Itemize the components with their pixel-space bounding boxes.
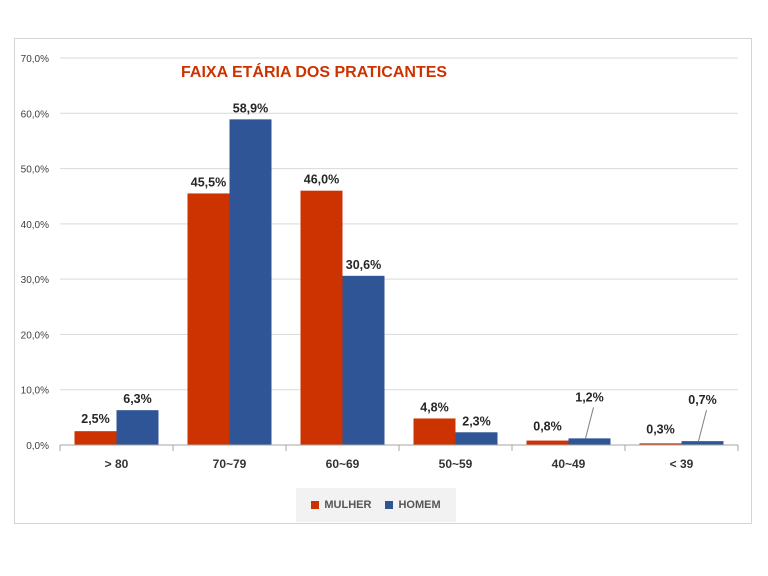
data-label-mulher: 2,5% bbox=[81, 412, 110, 426]
data-label-mulher: 45,5% bbox=[191, 175, 226, 189]
x-category-label: 70~79 bbox=[213, 457, 247, 471]
bar-homem bbox=[568, 438, 611, 445]
bar-mulher bbox=[526, 440, 569, 445]
bar-homem bbox=[116, 410, 159, 445]
x-category-label: > 80 bbox=[105, 457, 129, 471]
data-label-homem: 0,7% bbox=[688, 393, 717, 407]
y-axis-ticks: 0,0% 10,0% 20,0% 30,0% 40,0% 50,0% 60,0% 70,0% bbox=[21, 54, 49, 452]
x-category-label: 60~69 bbox=[326, 457, 360, 471]
bars bbox=[74, 119, 724, 446]
bar-homem bbox=[342, 275, 385, 445]
x-category-label: < 39 bbox=[670, 457, 694, 471]
bar-mulher bbox=[639, 443, 682, 445]
bar-mulher bbox=[187, 193, 230, 445]
legend-swatch-mulher bbox=[311, 501, 320, 509]
x-category-label: 40~49 bbox=[552, 457, 586, 471]
data-label-homem: 58,9% bbox=[233, 101, 268, 115]
y-tick-label: 40,0% bbox=[21, 220, 49, 231]
legend-label-mulher: MULHER bbox=[324, 499, 372, 511]
bar-mulher bbox=[413, 418, 456, 445]
legend: MULHER HOMEM bbox=[296, 488, 456, 522]
leader-lines bbox=[585, 407, 707, 442]
chart-frame bbox=[14, 38, 752, 524]
data-label-homem: 6,3% bbox=[123, 392, 152, 406]
data-label-homem: 30,6% bbox=[346, 258, 381, 272]
bar-mulher bbox=[74, 431, 117, 445]
y-tick-label: 50,0% bbox=[21, 165, 49, 176]
y-tick-label: 10,0% bbox=[21, 386, 49, 397]
y-tick-label: 60,0% bbox=[21, 109, 49, 120]
data-label-homem: 1,2% bbox=[575, 390, 604, 404]
y-tick-label: 70,0% bbox=[21, 54, 49, 65]
data-label-homem: 2,3% bbox=[462, 414, 491, 428]
legend-item-homem: HOMEM bbox=[385, 499, 441, 511]
data-label-mulher: 4,8% bbox=[420, 400, 449, 414]
data-labels: 2,5% 6,3% 45,5% 58,9% 46,0% 30,6% 4,8% 2,3% 0,8%… bbox=[81, 101, 717, 436]
y-tick-label: 20,0% bbox=[21, 330, 49, 341]
chart-title: FAIXA ETÁRIA DOS PRATICANTES bbox=[181, 62, 447, 81]
legend-item-mulher: MULHER bbox=[311, 499, 371, 511]
y-tick-label: 30,0% bbox=[21, 275, 49, 286]
bar-homem bbox=[229, 119, 272, 446]
data-label-mulher: 46,0% bbox=[304, 173, 339, 187]
legend-swatch-homem bbox=[385, 501, 394, 509]
leader-line bbox=[698, 410, 707, 442]
data-label-mulher: 0,3% bbox=[646, 422, 675, 436]
gridlines bbox=[60, 57, 738, 391]
bar-homem bbox=[455, 432, 498, 445]
legend-label-homem: HOMEM bbox=[398, 499, 441, 511]
data-label-mulher: 0,8% bbox=[533, 420, 562, 434]
x-axis: > 80 70~79 60~69 50~59 40~49 < 39 bbox=[59, 444, 739, 471]
y-tick-label: 0,0% bbox=[26, 441, 49, 452]
bar-mulher bbox=[300, 190, 343, 445]
leader-line bbox=[585, 407, 594, 439]
x-category-label: 50~59 bbox=[439, 457, 473, 471]
bar-homem bbox=[681, 441, 724, 445]
